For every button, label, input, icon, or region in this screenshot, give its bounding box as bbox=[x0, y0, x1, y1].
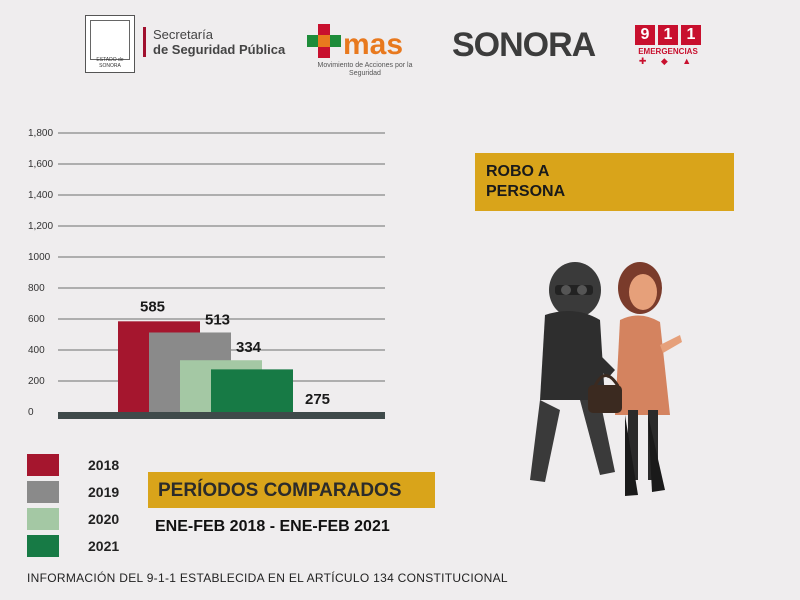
legend-item-2020: 2020 bbox=[27, 508, 167, 530]
thief-figure bbox=[530, 262, 615, 482]
y-tick-label: 800 bbox=[28, 283, 45, 294]
mas-word: mas bbox=[343, 28, 403, 61]
y-tick-label: 1,800 bbox=[28, 128, 53, 139]
y-tick-label: 400 bbox=[28, 345, 45, 356]
emergency-services-icon: ✚ ◆ ▲ bbox=[638, 56, 698, 66]
period-range: ENE-FEB 2018 - ENE-FEB 2021 bbox=[155, 518, 390, 535]
handbag-icon bbox=[588, 374, 622, 413]
robo-label-box bbox=[475, 153, 734, 211]
e911-digit: 9 bbox=[635, 25, 655, 45]
emergencias-911-logo: 9 1 1 EMERGENCIAS ✚ ◆ ▲ bbox=[635, 25, 701, 67]
ssp-line2: de Seguridad Pública bbox=[153, 42, 286, 57]
y-tick-label: 1,600 bbox=[28, 159, 53, 170]
legend-swatch bbox=[27, 454, 59, 476]
robbery-illustration bbox=[530, 262, 682, 496]
legend-item-2018: 2018 bbox=[27, 454, 167, 476]
periodos-title: PERÍODOS COMPARADOS bbox=[158, 480, 402, 501]
ssp-divider bbox=[143, 27, 146, 57]
chart-baseline bbox=[58, 412, 385, 419]
legend-label: 2021 bbox=[88, 538, 120, 554]
plus-cross-icon bbox=[307, 24, 341, 58]
data-label: 334 bbox=[236, 339, 262, 356]
legend-item-2021: 2021 bbox=[27, 535, 167, 557]
y-tick-label: 1000 bbox=[28, 252, 51, 263]
data-label: 275 bbox=[305, 391, 330, 408]
legend-item-2019: 2019 bbox=[27, 481, 167, 503]
legend-label: 2019 bbox=[88, 484, 120, 500]
seal-caption: ESTADO de SONORA bbox=[96, 57, 124, 69]
y-tick-label: 200 bbox=[28, 376, 45, 387]
e911-digit: 1 bbox=[681, 25, 701, 45]
legend-swatch bbox=[27, 481, 59, 503]
sonora-logo: SONORA bbox=[452, 26, 596, 64]
data-label: 513 bbox=[205, 311, 230, 328]
sonora-state-seal: ESTADO de SONORA bbox=[85, 15, 135, 73]
legend-swatch bbox=[27, 535, 59, 557]
legend-swatch bbox=[27, 508, 59, 530]
mas-logo: mas bbox=[307, 24, 403, 61]
y-tick-label: 600 bbox=[28, 314, 45, 325]
bar-chart: 0 200 400 600 800 1000 1,200 1,400 1,600 1,800 585… bbox=[28, 128, 385, 419]
victim-figure bbox=[615, 262, 682, 496]
ssp-logo-text: Secretaría de Seguridad Pública bbox=[153, 27, 285, 57]
mas-caption: Movimiento de Acciones por la Seguridad bbox=[317, 62, 413, 77]
data-label: 585 bbox=[140, 298, 165, 315]
footer-note: INFORMACIÓN DEL 9-1-1 ESTABLECIDA EN EL … bbox=[27, 571, 508, 585]
periodos-box bbox=[148, 472, 435, 508]
e911-digit: 1 bbox=[658, 25, 678, 45]
legend-label: 2020 bbox=[88, 511, 120, 527]
y-tick-label: 0 bbox=[28, 407, 34, 418]
robo-label: ROBO A PERSONA bbox=[486, 163, 566, 200]
legend-label: 2018 bbox=[88, 457, 120, 473]
seal-emblem-icon bbox=[90, 20, 130, 60]
bar bbox=[211, 369, 293, 412]
y-tick-label: 1,200 bbox=[28, 221, 53, 232]
e911-label: EMERGENCIAS bbox=[638, 47, 698, 56]
y-tick-label: 1,400 bbox=[28, 190, 53, 201]
ssp-line1: Secretaría bbox=[153, 27, 213, 42]
